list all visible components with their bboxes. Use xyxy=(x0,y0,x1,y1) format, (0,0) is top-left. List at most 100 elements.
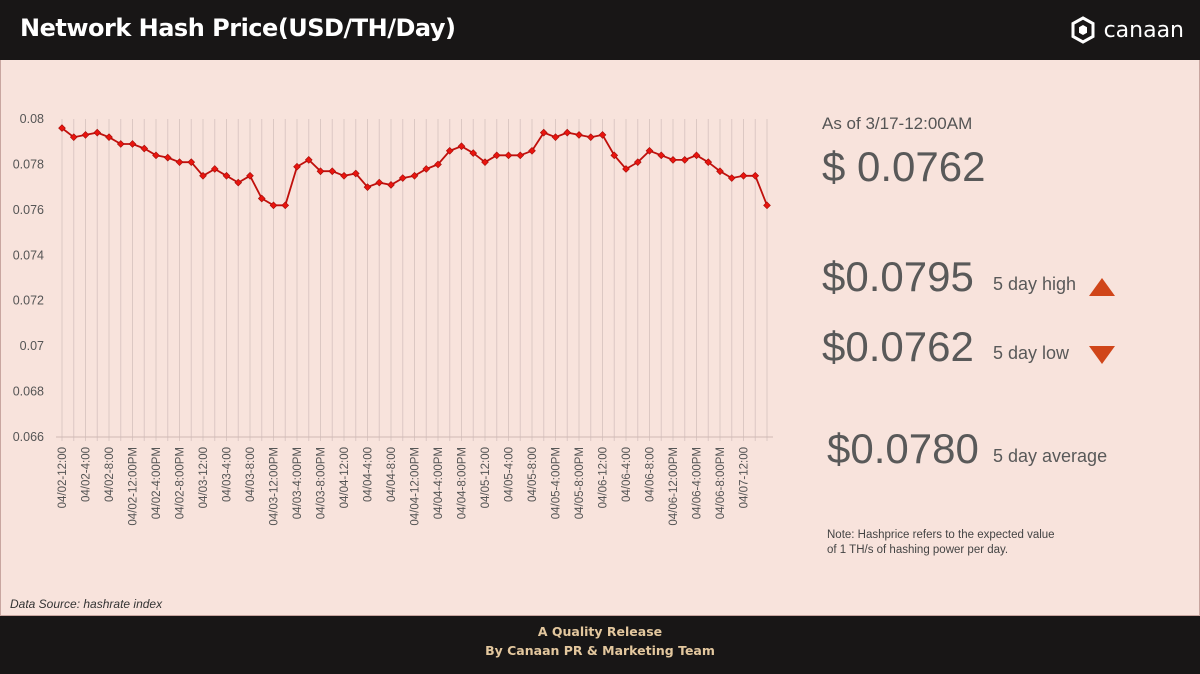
canaan-logo: canaan xyxy=(1070,15,1184,45)
data-point xyxy=(93,128,102,137)
canaan-hexagon-icon xyxy=(1071,16,1095,44)
data-point xyxy=(504,151,513,160)
data-point xyxy=(410,171,419,180)
data-point xyxy=(199,171,207,180)
data-point xyxy=(222,171,231,180)
x-tick-label: 04/05-4:00PM xyxy=(551,447,563,519)
data-point xyxy=(363,183,372,191)
x-tick-label: 04/06-8:00PM xyxy=(715,447,727,519)
page-title: Network Hash Price(USD/TH/Day) xyxy=(20,14,456,42)
y-tick-label: 0.068 xyxy=(13,385,44,399)
data-point xyxy=(481,158,489,166)
data-point xyxy=(551,133,560,141)
data-point xyxy=(140,144,149,153)
five-day-low-value: $0.0762 xyxy=(822,323,974,370)
x-tick-label: 04/02-12:00PM xyxy=(128,447,140,526)
data-point xyxy=(304,156,313,164)
data-point xyxy=(563,128,572,137)
data-point xyxy=(81,131,90,139)
data-point xyxy=(58,124,66,132)
footer-line-1: A Quality Release xyxy=(537,624,663,639)
data-point xyxy=(763,201,771,210)
x-tick-label: 04/07-12:00 xyxy=(739,447,751,508)
x-tick-label: 04/03-8:00PM xyxy=(316,447,328,519)
data-point xyxy=(175,158,184,166)
current-price: $ 0.0762 xyxy=(822,143,986,190)
x-tick-label: 04/06-12:00PM xyxy=(668,447,680,526)
five-day-average-label: 5 day average xyxy=(993,446,1108,466)
as-of-label: As of 3/17-12:00AM xyxy=(822,114,973,133)
data-point xyxy=(340,171,348,180)
data-point xyxy=(622,165,630,173)
y-tick-label: 0.07 xyxy=(20,339,44,353)
data-point xyxy=(293,162,301,171)
header-bar: Network Hash Price(USD/TH/Day) canaan xyxy=(0,0,1200,60)
data-point xyxy=(633,158,642,166)
data-point xyxy=(727,174,736,182)
x-tick-label: 04/03-12:00 xyxy=(198,447,210,508)
data-point xyxy=(751,171,760,180)
x-tick-label: 04/03-8:00 xyxy=(245,447,257,502)
five-day-average-value: $0.0780 xyxy=(827,425,979,472)
data-point xyxy=(516,151,525,160)
x-tick-label: 04/06-4:00 xyxy=(621,447,633,502)
x-tick-label: 04/04-4:00PM xyxy=(433,447,445,519)
y-tick-label: 0.078 xyxy=(13,157,44,171)
data-point xyxy=(246,171,254,180)
x-tick-label: 04/05-4:00 xyxy=(504,447,516,502)
data-point xyxy=(704,158,713,166)
x-tick-label: 04/02-8:00PM xyxy=(175,447,187,519)
x-tick-label: 04/04-4:00 xyxy=(363,447,375,502)
five-day-high-label: 5 day high xyxy=(993,274,1077,294)
x-tick-label: 04/05-12:00 xyxy=(480,447,492,508)
data-point xyxy=(269,201,278,210)
y-tick-label: 0.074 xyxy=(13,248,44,262)
data-point xyxy=(422,165,431,173)
data-point xyxy=(351,169,360,178)
x-tick-label: 04/04-12:00PM xyxy=(410,447,422,526)
y-tick-label: 0.066 xyxy=(13,430,44,444)
data-point xyxy=(234,178,243,187)
data-point xyxy=(116,140,125,148)
triangle-down-icon xyxy=(1089,346,1115,364)
data-point xyxy=(657,151,666,160)
five-day-low-label: 5 day low xyxy=(993,343,1070,363)
x-tick-label: 04/03-12:00PM xyxy=(269,447,281,526)
data-point xyxy=(739,171,748,180)
x-tick-label: 04/02-4:00 xyxy=(81,447,93,502)
x-tick-label: 04/03-4:00 xyxy=(222,447,234,502)
y-tick-label: 0.076 xyxy=(13,203,44,217)
data-point xyxy=(163,153,172,162)
data-point xyxy=(539,128,548,137)
data-point xyxy=(128,140,137,148)
data-point xyxy=(398,174,407,182)
x-tick-label: 04/06-12:00 xyxy=(598,447,610,508)
x-tick-label: 04/04-8:00 xyxy=(386,447,398,502)
data-point xyxy=(328,167,337,176)
data-point xyxy=(716,167,724,176)
data-point xyxy=(434,160,442,169)
data-point xyxy=(610,151,619,160)
data-point xyxy=(316,167,325,176)
footer-bar: A Quality Release By Canaan PR & Marketi… xyxy=(0,616,1200,674)
x-tick-label: 04/05-8:00PM xyxy=(574,447,586,519)
data-point xyxy=(528,146,536,155)
hashprice-note: Note: Hashprice refers to the expected v… xyxy=(827,529,1055,556)
data-point xyxy=(598,131,607,139)
data-point xyxy=(575,131,583,139)
data-point xyxy=(586,133,595,141)
x-tick-label: 04/03-4:00PM xyxy=(292,447,304,519)
triangle-up-icon xyxy=(1089,278,1115,296)
data-point xyxy=(281,201,290,210)
five-day-high-value: $0.0795 xyxy=(822,253,974,300)
hashprice-line-chart: 0.08 0.078 0.076 0.074 0.072 0.07 0.068 0.066 04… xyxy=(13,112,773,526)
content-panel xyxy=(0,60,1200,616)
data-point xyxy=(257,194,266,203)
data-point xyxy=(152,151,160,160)
x-tick-label: 04/02-4:00PM xyxy=(151,447,163,519)
data-point xyxy=(457,142,466,151)
x-tick-label: 04/06-8:00 xyxy=(645,447,657,502)
data-point xyxy=(680,156,689,164)
data-source: Data Source: hashrate index xyxy=(10,597,163,611)
x-tick-label: 04/04-12:00 xyxy=(339,447,351,508)
